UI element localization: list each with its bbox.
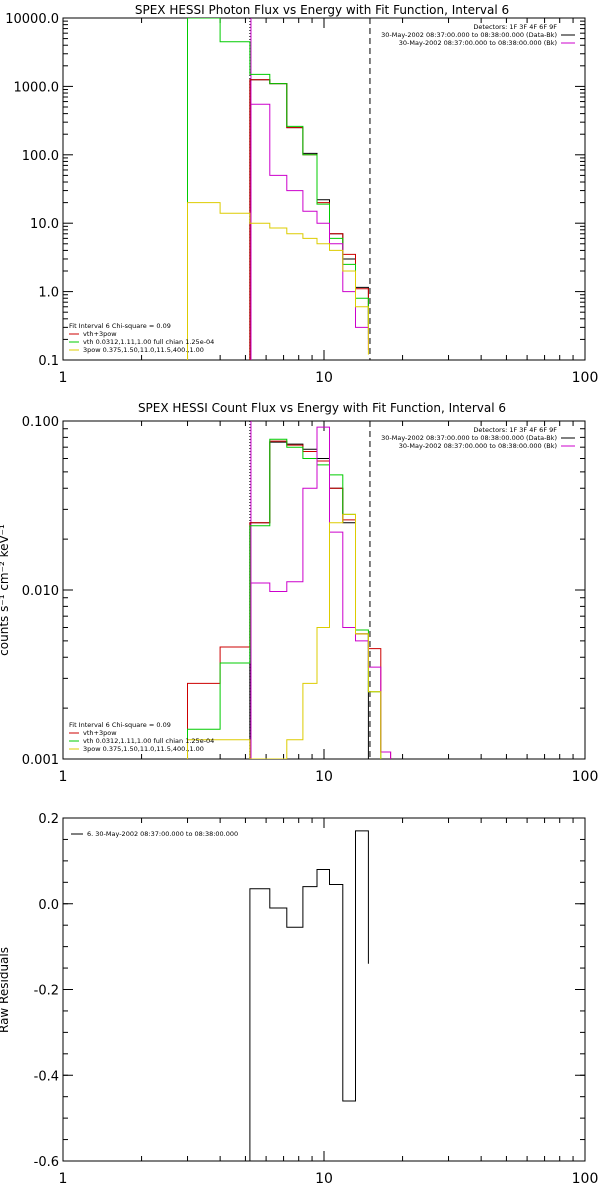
photon-legend-bottom-entry: Fit Interval 6 Chi-square = 0.09 <box>69 322 171 330</box>
photon-x-tick-label: 1 <box>59 370 68 386</box>
count-axes-frame <box>62 420 586 760</box>
photon-flux-title: SPEX HESSI Photon Flux vs Energy with Fi… <box>135 3 509 17</box>
photon-series-3 <box>250 103 369 360</box>
residual-y-tick-label: 0.2 <box>38 812 59 827</box>
count-legend-top-entry: 30-May-2002 08:37:00.000 to 08:38:00.000… <box>399 442 557 450</box>
count-legend-top-entry: Detectors: 1F 3F 4F 6F 9F <box>473 426 557 434</box>
photon-y-tick-label: 1.0 <box>38 286 59 301</box>
photon-y-tick-label: 1000.0 <box>14 80 60 95</box>
photon-legend-top-entry: 30-May-2002 08:37:00.000 to 08:38:00.000… <box>399 39 557 47</box>
photon-legend-bottom-entry: vth+3pow <box>83 330 117 338</box>
photon-y-tick-label: 10000.0 <box>5 12 59 27</box>
photon-series-4 <box>187 202 369 360</box>
residuals-panel: Raw Residuals 1 10 100 -0.6 -0.4 -0.2 0.0 0.2 6.… <box>0 812 598 1187</box>
residual-legend-entry: 6. 30-May-2002 08:37:00.000 to 08:38:00.… <box>87 830 238 838</box>
count-legend-bottom-entry: vth+3pow <box>83 729 117 737</box>
photon-series-0 <box>249 79 369 360</box>
count-series-2 <box>187 438 382 759</box>
count-x-tick-label: 1 <box>59 769 68 785</box>
residual-y-tick-label: -0.6 <box>34 1155 59 1170</box>
photon-x-tick-label: 100 <box>572 370 599 386</box>
count-series-1 <box>187 440 392 759</box>
residual-x-tick-label: 100 <box>572 1171 599 1187</box>
photon-legend-bottom-entry: vth 0.0312,1.11,1.00 full chian 1.25e-04 <box>83 338 214 346</box>
count-legend-top-entry: 30-May-2002 08:37:00.000 to 08:38:00.000… <box>381 434 557 442</box>
count-flux-ylabel: counts s⁻¹ cm⁻² keV⁻¹ <box>0 524 11 656</box>
photon-axes-frame <box>62 17 586 361</box>
count-x-tick-label: 10 <box>315 769 333 785</box>
residual-x-tick-label: 1 <box>59 1171 68 1187</box>
photon-y-tick-label: 10.0 <box>30 217 59 232</box>
photon-y-tick-label: 0.1 <box>38 354 59 369</box>
count-y-tick-label: 0.001 <box>22 753 59 768</box>
photon-legend-top-entry: 30-May-2002 08:37:00.000 to 08:38:00.000… <box>381 31 557 39</box>
count-legend-bottom-entry: vth 0.0312,1.11,1.00 full chian 1.25e-04 <box>83 737 214 745</box>
count-series-3 <box>250 426 392 759</box>
photon-flux-panel: SPEX HESSI Photon Flux vs Energy with Fi… <box>5 3 598 386</box>
residual-y-tick-label: -0.4 <box>34 1069 59 1084</box>
count-series-4 <box>187 513 382 759</box>
count-y-tick-label: 0.100 <box>22 415 59 430</box>
photon-series-2 <box>187 18 369 360</box>
count-y-tick-label: 0.010 <box>22 584 59 599</box>
residual-x-tick-label: 10 <box>315 1171 333 1187</box>
count-series-0 <box>249 441 369 759</box>
photon-series-1 <box>249 79 369 360</box>
count-flux-panel: SPEX HESSI Count Flux vs Energy with Fit… <box>0 401 598 785</box>
photon-x-tick-label: 10 <box>315 370 333 386</box>
residual-y-tick-label: -0.2 <box>34 984 59 999</box>
count-legend-bottom-entry: Fit Interval 6 Chi-square = 0.09 <box>69 721 171 729</box>
residual-y-tick-label: 0.0 <box>38 898 59 913</box>
residual-series-0 <box>249 830 369 1161</box>
photon-y-tick-label: 100.0 <box>22 149 59 164</box>
photon-legend-bottom-entry: 3pow 0.375,1.50,11.0,11.5,400.,1.00 <box>83 346 204 354</box>
count-x-tick-label: 100 <box>572 769 599 785</box>
photon-legend-top-entry: Detectors: 1F 3F 4F 6F 9F <box>473 23 557 31</box>
residuals-ylabel: Raw Residuals <box>0 947 11 1033</box>
count-flux-title: SPEX HESSI Count Flux vs Energy with Fit… <box>138 401 506 415</box>
count-legend-bottom-entry: 3pow 0.375,1.50,11.0,11.5,400.,1.00 <box>83 745 204 753</box>
